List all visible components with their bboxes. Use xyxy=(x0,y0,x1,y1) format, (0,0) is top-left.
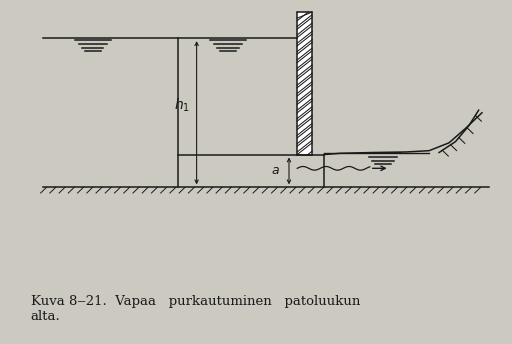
Text: Kuva 8‒21.  Vapaa   purkautuminen   patoluukun
alta.: Kuva 8‒21. Vapaa purkautuminen patoluuku… xyxy=(31,295,360,323)
Text: $h_1$: $h_1$ xyxy=(174,96,190,114)
Bar xyxy=(297,12,312,154)
Text: $a$: $a$ xyxy=(271,164,280,178)
